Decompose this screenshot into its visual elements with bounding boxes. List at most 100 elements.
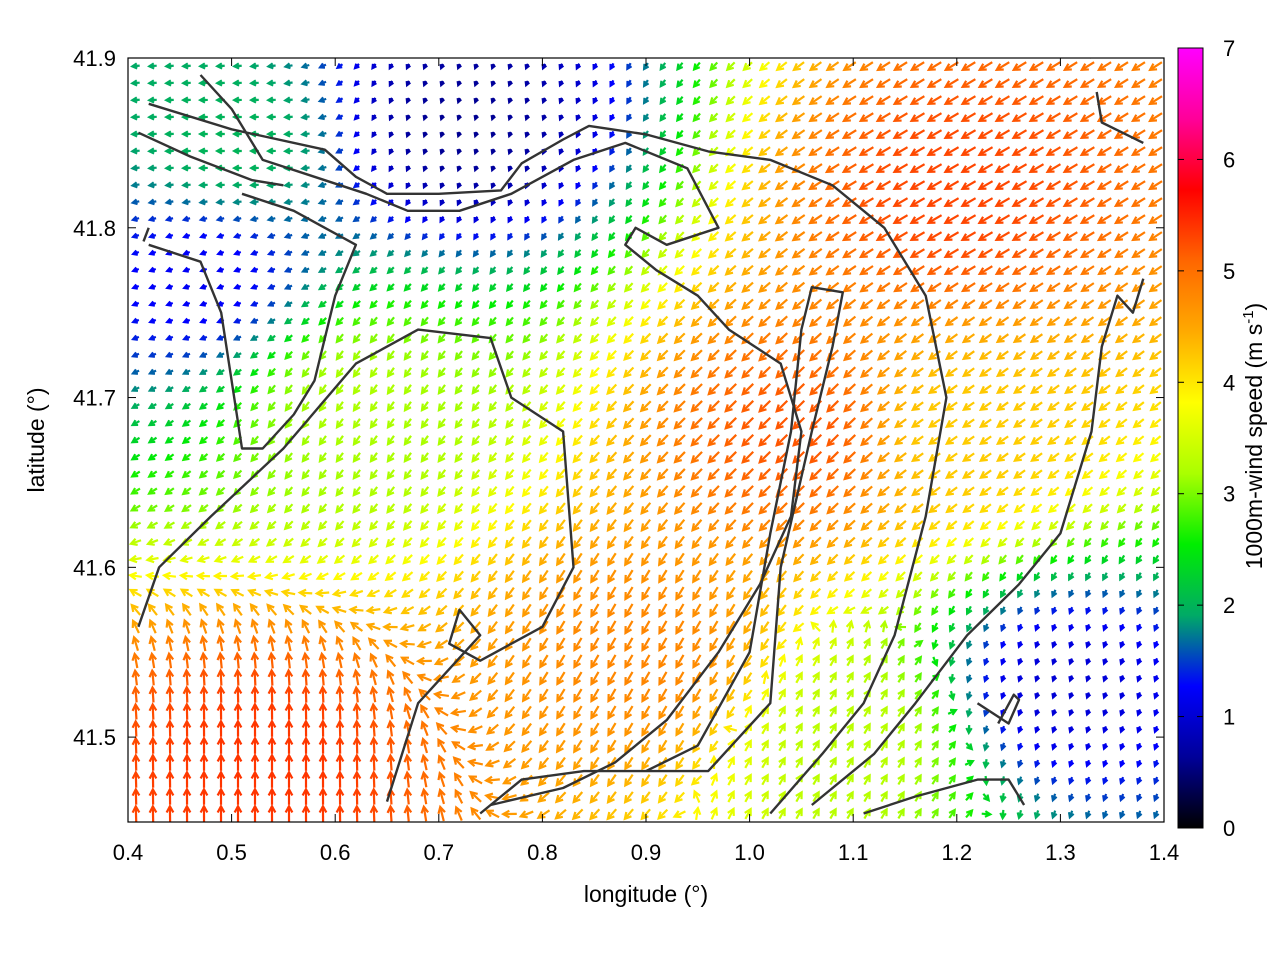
wind-arrow — [875, 129, 891, 139]
wind-arrow — [626, 62, 633, 71]
wind-arrow — [1131, 248, 1146, 259]
wind-arrow — [507, 63, 513, 71]
wind-arrow — [573, 282, 582, 293]
wind-arrow — [283, 300, 293, 307]
wind-arrow — [317, 249, 327, 256]
wind-arrow — [471, 316, 480, 327]
wind-arrow — [439, 97, 445, 105]
wind-arrow — [438, 232, 446, 241]
wind-arrow — [266, 62, 276, 70]
wind-arrow — [808, 78, 823, 89]
wind-arrow — [1045, 248, 1061, 259]
wind-arrow — [943, 146, 960, 156]
wind-arrow — [808, 298, 823, 310]
wind-arrow — [808, 315, 823, 328]
wind-arrow — [1062, 95, 1078, 106]
wind-arrow — [146, 113, 157, 121]
wind-arrow — [369, 316, 378, 327]
wind-arrow — [1114, 248, 1129, 259]
wind-arrow — [774, 281, 788, 293]
colorbar-tick-label: 2 — [1223, 593, 1235, 618]
wind-arrow — [317, 300, 327, 308]
wind-arrow — [910, 282, 925, 293]
wind-arrow — [131, 317, 140, 324]
x-tick-label: 1.1 — [838, 840, 869, 865]
wind-arrow — [960, 78, 976, 89]
wind-arrow — [592, 114, 599, 122]
wind-arrow — [1028, 197, 1045, 207]
wind-arrow — [1062, 146, 1078, 156]
wind-arrow — [438, 249, 445, 258]
wind-arrow — [147, 147, 157, 155]
wind-arrow — [388, 114, 394, 122]
wind-arrow — [575, 63, 582, 71]
wind-arrow — [841, 129, 857, 140]
wind-arrow — [892, 146, 909, 156]
wind-arrow — [300, 317, 310, 326]
wind-arrow — [405, 80, 411, 88]
wind-arrow — [523, 266, 531, 275]
wind-arrow — [437, 299, 446, 310]
wind-arrow — [215, 198, 225, 206]
wind-arrow — [523, 249, 531, 258]
wind-arrow — [130, 164, 140, 172]
y-axis-label: latitude (°) — [23, 387, 49, 492]
wind-arrow — [146, 79, 157, 87]
wind-arrow — [1131, 78, 1146, 89]
wind-arrow — [370, 165, 377, 172]
wind-arrow — [198, 215, 208, 223]
wind-arrow — [910, 299, 925, 310]
wind-arrow — [1130, 163, 1146, 174]
wind-arrow — [758, 95, 771, 106]
wind-arrow — [808, 112, 823, 123]
wind-arrow — [1046, 316, 1061, 327]
wind-arrow — [1011, 214, 1028, 224]
wind-arrow — [1096, 129, 1112, 140]
wind-arrow — [858, 248, 874, 259]
wind-arrow — [1011, 180, 1028, 190]
wind-arrow — [266, 317, 276, 324]
wind-arrow — [825, 264, 840, 276]
wind-arrow — [198, 232, 208, 239]
wind-arrow — [524, 232, 531, 241]
wind-arrow — [758, 163, 771, 174]
wind-arrow — [994, 95, 1010, 105]
wind-arrow — [1130, 95, 1146, 106]
wind-arrow — [609, 164, 616, 173]
wind-arrow — [858, 95, 874, 106]
wind-arrow — [1045, 265, 1061, 276]
wind-arrow — [250, 266, 259, 273]
wind-arrow — [825, 61, 840, 72]
wind-arrow — [558, 182, 565, 190]
wind-arrow — [489, 249, 497, 258]
wind-arrow — [690, 298, 703, 311]
wind-arrow — [725, 129, 736, 140]
wind-arrow — [403, 249, 412, 258]
wind-arrow — [960, 282, 976, 293]
wind-arrow — [146, 130, 157, 138]
wind-arrow — [439, 199, 446, 207]
wind-arrow — [675, 197, 685, 208]
colorbar-label: 1000m-wind speed (m s-1) — [1240, 303, 1267, 569]
wind-arrow — [282, 147, 293, 155]
wind-arrow — [455, 266, 463, 275]
wind-arrow — [825, 112, 840, 123]
wind-arrow — [248, 96, 259, 104]
colorbar-tick-label: 6 — [1223, 147, 1235, 172]
wind-arrow — [791, 95, 806, 106]
wind-arrow — [1062, 163, 1078, 173]
wind-arrow — [692, 112, 701, 123]
wind-arrow — [741, 129, 754, 140]
wind-arrow — [266, 283, 276, 290]
wind-arrow — [994, 146, 1011, 156]
wind-arrow — [574, 232, 582, 241]
wind-arrow — [335, 316, 344, 327]
wind-arrow — [231, 79, 242, 87]
wind-arrow — [724, 231, 737, 242]
wind-arrow — [1045, 61, 1061, 72]
wind-arrow — [352, 215, 361, 223]
wind-arrow — [130, 198, 140, 206]
wind-arrow — [1096, 78, 1112, 89]
wind-arrow — [1062, 197, 1078, 207]
wind-arrow — [1011, 129, 1028, 139]
